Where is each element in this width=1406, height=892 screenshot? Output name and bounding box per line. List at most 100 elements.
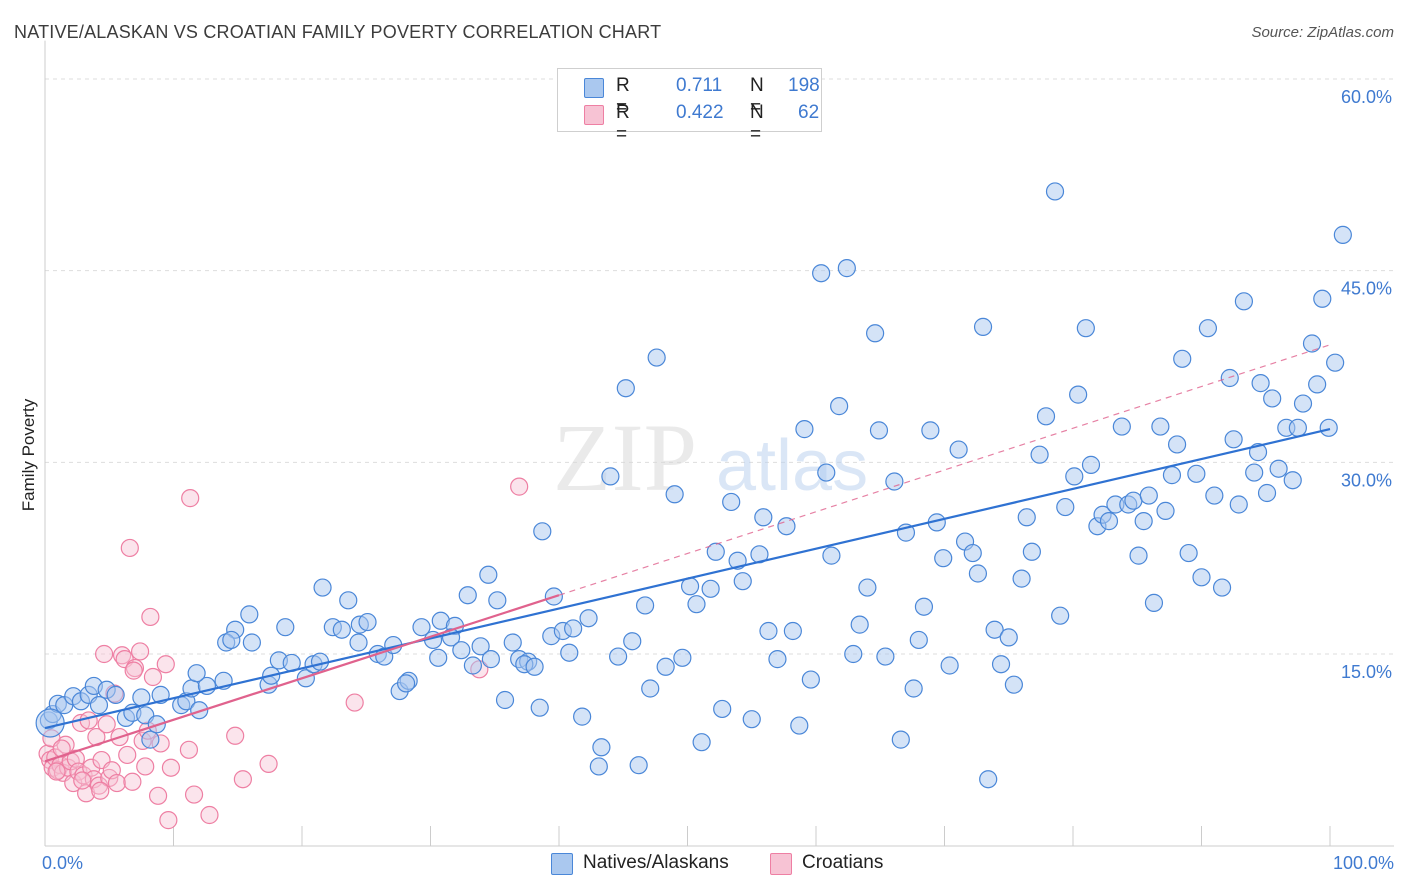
natives-point [921,421,940,440]
natives-point [641,679,660,698]
natives-point [985,620,1004,639]
natives-point-cluster [35,708,65,738]
natives-point [1224,430,1243,449]
natives-point [647,348,666,367]
natives-point [190,701,209,720]
natives-point [479,565,498,584]
x-tick-label-0: 0.0% [42,853,83,873]
natives-point [240,605,259,624]
natives-point [665,485,684,504]
natives-point [1269,459,1288,478]
natives-point [795,420,814,439]
natives-point [1162,466,1182,485]
natives-point [488,591,507,610]
natives-point [481,650,500,669]
croatians-point [259,754,278,773]
natives-point [733,572,752,591]
natives-point [759,621,778,641]
natives-point [313,578,332,597]
bottom-legend-swatch-blue [551,853,573,875]
natives-point [876,647,895,666]
natives-point [1022,542,1041,561]
legend-r-value: 0.422 [676,102,724,123]
natives-point [1302,334,1322,353]
bottom-legend-croatians-label: Croatians [802,852,884,873]
natives-point [592,738,611,757]
y-tick-label-3: 60.0% [1341,87,1392,107]
y-tick-label-1: 30.0% [1341,470,1392,490]
croatians-point [156,655,175,674]
natives-point [830,397,849,416]
natives-point [1205,486,1224,505]
natives-point [1129,546,1148,565]
natives-point [106,685,125,704]
croatians-point [159,811,178,830]
natives-point [339,591,358,610]
legend-n-label: N = [750,102,764,145]
natives-point [914,597,934,616]
croatians-point [123,772,142,791]
croatians-point [130,642,150,661]
natives-point [991,655,1011,674]
natives-point [495,690,515,710]
natives-point [1036,407,1056,426]
natives-point [837,259,856,278]
croatians-point [200,805,219,825]
natives-point [1017,508,1036,527]
natives-point [609,647,628,666]
natives-point [429,648,448,667]
natives-point [1139,486,1158,505]
croatians-point [179,740,199,759]
croatians-point [148,786,168,805]
natives-point [687,595,706,614]
croatians-point [91,781,110,800]
y-tick-label-2: 45.0% [1341,279,1392,299]
bottom-legend-natives-label: Natives/Alaskans [583,852,729,873]
natives-point [1056,497,1075,517]
natives-point [1319,418,1338,437]
natives-point [589,757,608,776]
natives-point [579,609,598,628]
natives-point [973,317,993,336]
croatians-trend-line [44,594,560,763]
natives-point [768,650,787,669]
natives-point [533,522,552,541]
natives-point [525,657,544,676]
natives-point [1069,385,1088,404]
natives-point [1234,292,1254,311]
natives-point [503,633,522,652]
natives-point [713,699,732,719]
natives-point [530,698,549,717]
natives-point [822,546,841,565]
natives-point [783,621,802,641]
natives-point [623,632,642,651]
bottom-legend-swatch-pink [770,853,792,875]
legend: R = 0.711 N = 198 R = 0.422 N = 62 [557,68,822,145]
natives-point [296,669,315,688]
watermark: ZIP atlas [553,404,868,511]
natives-point [187,664,206,683]
natives-point [1076,319,1095,338]
y-tick-label-0: 15.0% [1341,662,1392,682]
croatians-point [47,762,66,781]
natives-point [801,670,820,689]
natives-point [1081,455,1101,474]
natives-point [276,618,295,637]
natives-point [885,472,904,491]
natives-point [1187,464,1206,483]
watermark-atlas: atlas [716,426,868,506]
natives-point [1112,417,1131,436]
natives-point [844,644,863,664]
natives-point [1220,368,1239,388]
natives-point [1167,435,1187,454]
legend-n-value: 198 [788,75,820,96]
natives-point [358,612,377,632]
natives-point [1251,374,1270,393]
croatians-point [143,667,163,687]
natives-point [866,324,885,343]
natives-point [1179,543,1198,563]
natives-point [1257,483,1277,503]
natives-point [1151,417,1170,436]
croatians-trend-extension [558,344,1331,596]
